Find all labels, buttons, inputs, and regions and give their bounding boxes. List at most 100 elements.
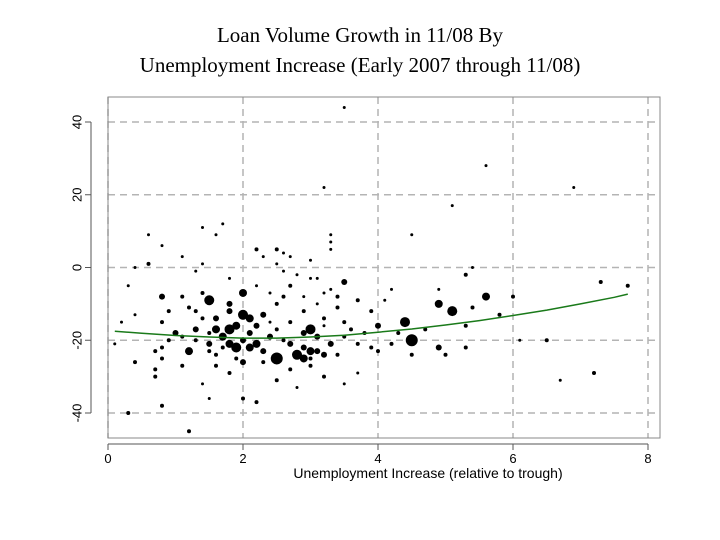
data-point xyxy=(133,313,137,317)
data-point xyxy=(329,233,333,237)
data-point xyxy=(400,317,410,328)
data-point xyxy=(180,294,185,299)
data-point xyxy=(254,247,259,252)
data-point xyxy=(299,354,308,363)
data-point xyxy=(255,284,258,288)
data-point xyxy=(281,294,286,299)
data-point xyxy=(160,403,164,408)
data-point xyxy=(598,280,603,285)
data-point xyxy=(240,359,246,366)
data-point xyxy=(153,349,158,354)
data-point xyxy=(274,247,279,252)
data-point xyxy=(288,367,293,372)
data-point xyxy=(470,305,475,310)
data-point xyxy=(214,233,218,237)
data-point xyxy=(335,352,340,357)
data-point xyxy=(166,309,171,314)
data-point xyxy=(405,334,418,347)
data-point xyxy=(194,269,198,273)
data-point xyxy=(306,347,315,356)
data-point xyxy=(261,360,266,365)
data-point xyxy=(292,349,302,360)
chart-subtitle: Unemployment Increase (Early 2007 throug… xyxy=(139,53,581,77)
data-point xyxy=(221,222,225,226)
data-point xyxy=(126,284,130,288)
y-tick-label: 20 xyxy=(69,188,84,202)
data-point xyxy=(274,378,279,383)
data-point xyxy=(238,309,248,320)
data-point xyxy=(375,322,381,329)
data-point xyxy=(369,345,374,350)
data-point xyxy=(245,314,254,323)
data-point xyxy=(270,352,283,365)
data-point xyxy=(166,338,171,343)
data-point xyxy=(172,329,179,336)
data-point xyxy=(268,320,272,324)
data-point xyxy=(342,105,346,109)
data-point xyxy=(322,324,326,328)
data-point xyxy=(160,356,164,361)
data-point xyxy=(463,323,468,328)
data-point xyxy=(305,324,316,335)
data-point xyxy=(376,349,380,354)
data-point xyxy=(126,411,131,415)
data-point xyxy=(214,363,218,368)
x-tick-label: 6 xyxy=(509,451,516,466)
data-point xyxy=(355,298,360,303)
data-point xyxy=(300,344,307,351)
data-point xyxy=(226,300,233,307)
data-point xyxy=(342,382,346,386)
data-point xyxy=(113,342,117,346)
data-point xyxy=(225,339,234,348)
data-point xyxy=(309,276,312,280)
y-tick-label: -20 xyxy=(69,331,84,350)
data-point xyxy=(322,291,326,295)
data-point xyxy=(356,371,360,375)
data-point xyxy=(159,293,165,300)
data-point xyxy=(349,327,353,332)
data-point xyxy=(231,342,242,353)
data-point xyxy=(180,255,184,259)
data-point xyxy=(315,302,319,306)
data-point xyxy=(282,269,285,273)
x-tick-label: 4 xyxy=(374,451,381,466)
data-point xyxy=(207,396,211,400)
data-point xyxy=(295,386,299,390)
data-point xyxy=(227,370,232,375)
data-point xyxy=(246,329,253,336)
data-point xyxy=(383,298,387,302)
data-point xyxy=(206,340,213,347)
data-point xyxy=(484,164,488,168)
data-point xyxy=(409,352,414,357)
data-point xyxy=(201,225,204,229)
data-point xyxy=(308,356,313,361)
data-point xyxy=(369,309,374,314)
data-point xyxy=(254,400,259,405)
data-point xyxy=(224,324,235,335)
data-point xyxy=(226,308,233,315)
data-point xyxy=(295,273,299,277)
data-point xyxy=(288,320,293,325)
data-point xyxy=(153,367,158,372)
data-point xyxy=(192,326,199,333)
data-point xyxy=(281,338,286,343)
data-point xyxy=(315,276,319,280)
data-point xyxy=(207,330,212,335)
data-point xyxy=(434,299,443,308)
data-point xyxy=(187,305,191,310)
data-point xyxy=(253,322,260,329)
data-point xyxy=(282,251,285,255)
data-point xyxy=(147,233,150,237)
data-point xyxy=(410,233,414,237)
data-point xyxy=(322,374,326,379)
data-point xyxy=(185,347,193,356)
plot-frame xyxy=(107,96,661,439)
data-point xyxy=(288,255,292,259)
data-point xyxy=(335,305,340,310)
data-point xyxy=(302,295,306,299)
data-point xyxy=(193,338,198,343)
data-point xyxy=(212,325,220,334)
data-point xyxy=(207,349,212,354)
data-point xyxy=(146,261,151,266)
data-point xyxy=(308,363,313,368)
